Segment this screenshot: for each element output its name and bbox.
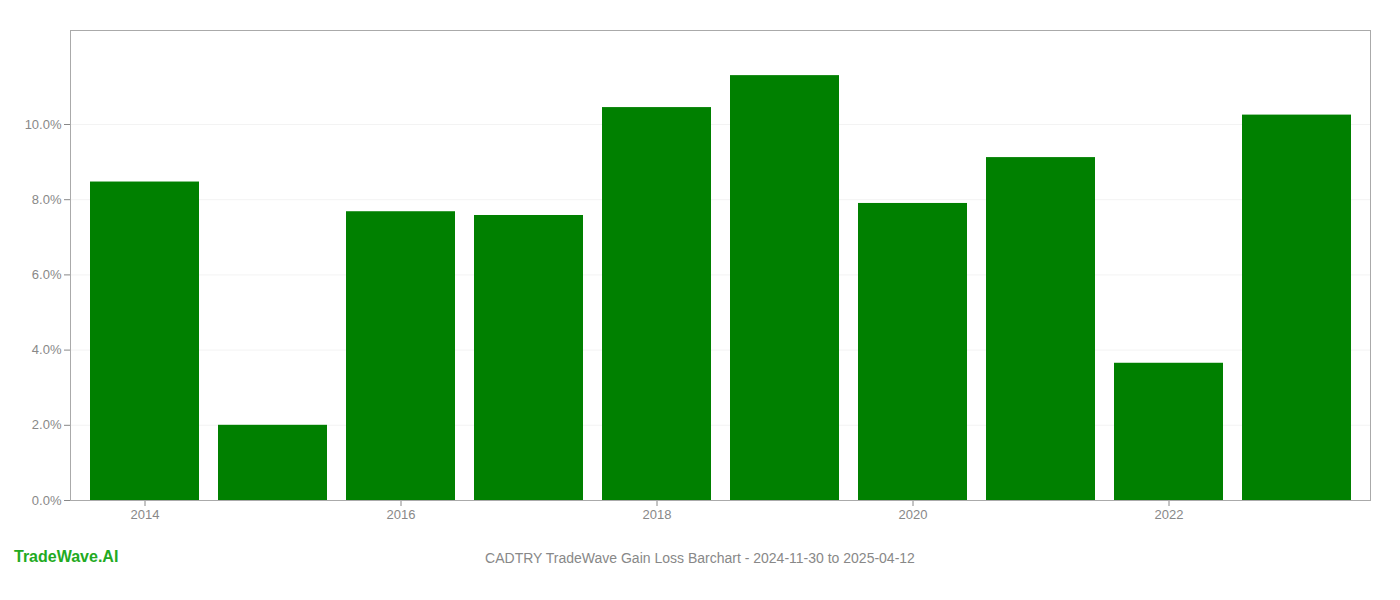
svg-text:8.0%: 8.0% [32,192,62,207]
svg-text:2020: 2020 [899,507,928,522]
svg-text:2022: 2022 [1155,507,1184,522]
html-text:CADTRY TradeWave Gain Loss Bar: CADTRY TradeWave Gain Loss Barchart - 20… [485,550,915,566]
svg-text:2.0%: 2.0% [32,417,62,432]
svg-text:2014: 2014 [131,507,160,522]
html-text:TradeWave.AI: TradeWave.AI [14,548,119,565]
svg-text:2016: 2016 [387,507,416,522]
svg-text:4.0%: 4.0% [32,342,62,357]
svg-text:6.0%: 6.0% [32,267,62,282]
svg-text:0.0%: 0.0% [32,493,62,508]
svg-text:2018: 2018 [643,507,672,522]
svg-text:10.0%: 10.0% [25,117,62,132]
